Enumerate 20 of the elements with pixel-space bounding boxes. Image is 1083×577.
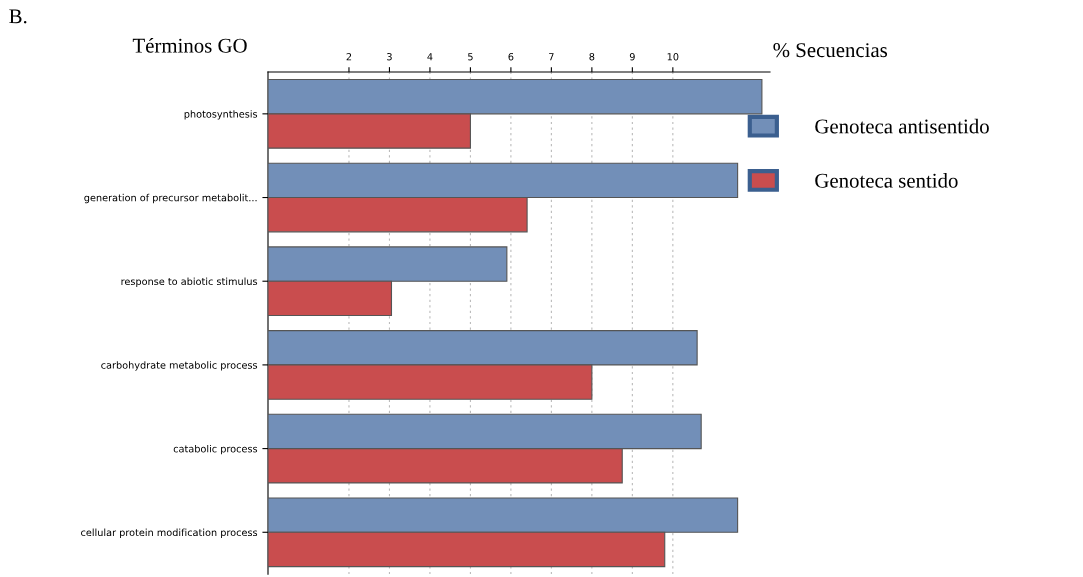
x-tick-label: 8 <box>589 53 595 61</box>
x-tick-label: 2 <box>346 53 352 61</box>
y-tick-label: photosynthesis <box>184 110 258 120</box>
y-tick-label: generation of precursor metabolit... <box>84 193 257 204</box>
legend-label: Genoteca sentido <box>815 173 958 188</box>
x-tick-label: 5 <box>468 53 473 61</box>
x-tick-label: 9 <box>629 53 635 61</box>
x-tick-label: 4 <box>427 53 433 61</box>
x-axis-title: % Secuencias <box>773 43 888 58</box>
x-tick-label: 7 <box>549 53 554 61</box>
y-axis-title: Términos GO <box>132 38 247 53</box>
x-tick-label: 10 <box>667 53 679 61</box>
y-tick-label: catabolic process <box>173 444 258 455</box>
y-tick-label: carbohydrate metabolic process <box>101 361 258 371</box>
x-tick-label: 3 <box>387 53 392 61</box>
y-tick-label: response to abiotic stimulus <box>121 277 258 287</box>
text: B. <box>9 9 27 24</box>
y-tick-label: cellular protein modification process <box>81 528 258 538</box>
legend-label: Genoteca antisentido <box>815 118 989 134</box>
x-tick-label: 6 <box>508 53 514 61</box>
